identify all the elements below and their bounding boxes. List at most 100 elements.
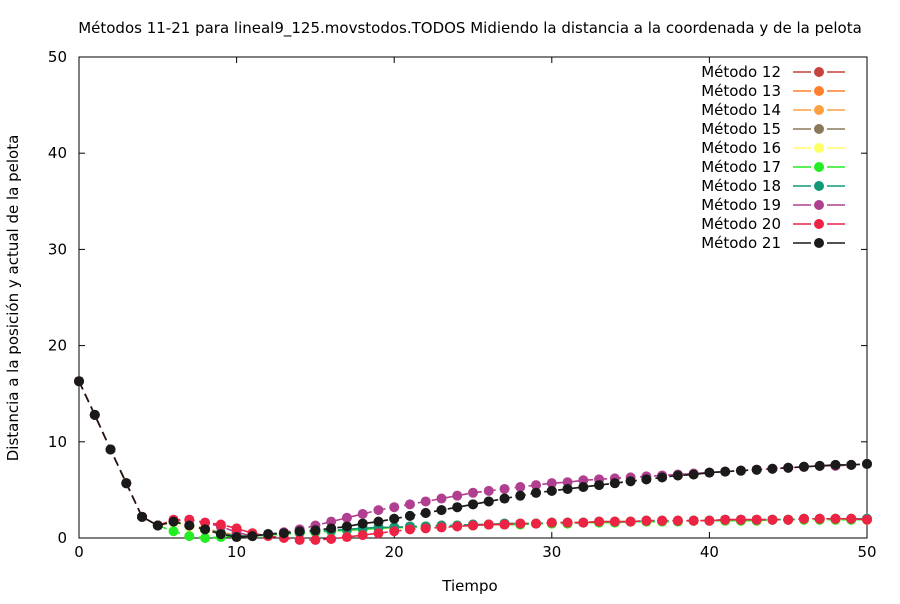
data-point — [830, 459, 841, 470]
legend-item: Método 20 — [701, 215, 845, 233]
data-point — [499, 483, 510, 494]
data-point — [294, 526, 305, 537]
y-tick-label: 20 — [48, 337, 67, 355]
data-point — [531, 487, 542, 498]
data-point — [657, 515, 668, 526]
legend-label: Método 20 — [701, 215, 781, 233]
legend-item: Método 13 — [701, 82, 845, 100]
data-point — [672, 515, 683, 526]
legend-swatch-marker — [814, 181, 824, 191]
legend-item: Método 17 — [701, 158, 845, 176]
data-point — [641, 474, 652, 485]
data-point — [247, 531, 258, 542]
data-point — [846, 459, 857, 470]
data-point — [578, 517, 589, 528]
data-point — [357, 518, 368, 529]
data-point — [404, 524, 415, 535]
data-point — [798, 461, 809, 472]
data-point — [578, 482, 589, 493]
data-point — [531, 480, 542, 491]
legend-item: Método 15 — [701, 120, 845, 138]
legend-swatch-marker — [814, 219, 824, 229]
series-line — [78, 380, 868, 537]
data-point — [531, 518, 542, 529]
legend-swatch-marker — [814, 67, 824, 77]
data-point — [483, 485, 494, 496]
x-axis-label: Tiempo — [441, 577, 497, 595]
series-8 — [74, 376, 872, 542]
data-point — [357, 508, 368, 519]
series-line — [78, 380, 867, 538]
data-point — [735, 514, 746, 525]
axis-ticks: 0 10 20 30 40 50 0 10 20 30 40 50 — [48, 48, 877, 561]
legend-swatch-marker — [814, 105, 824, 115]
data-point — [546, 485, 557, 496]
legend-item: Método 12 — [701, 63, 845, 81]
data-point — [814, 513, 825, 524]
legend-swatch-marker — [814, 86, 824, 96]
data-point — [436, 505, 447, 516]
legend-swatch-marker — [814, 124, 824, 134]
data-point — [373, 528, 384, 539]
series-10 — [74, 376, 872, 543]
data-point — [200, 524, 211, 535]
chart-title: Métodos 11-21 para lineal9_125.movstodos… — [78, 19, 862, 38]
data-point — [452, 521, 463, 532]
series-line — [78, 380, 868, 538]
data-point — [468, 487, 478, 498]
legend-label: Método 12 — [701, 63, 781, 81]
data-point — [594, 516, 605, 527]
data-point — [499, 493, 510, 504]
data-point — [294, 534, 305, 545]
data-point — [704, 515, 715, 526]
y-tick-label: 40 — [48, 144, 67, 162]
legend-label: Método 15 — [701, 120, 781, 138]
data-point — [89, 409, 100, 420]
x-tick-label: 20 — [385, 543, 404, 561]
data-point — [184, 520, 195, 531]
y-tick-label: 50 — [48, 48, 67, 66]
data-point — [862, 458, 872, 469]
y-tick-label: 30 — [48, 240, 67, 258]
data-point — [436, 522, 447, 533]
data-point — [231, 523, 242, 534]
x-tick-label: 30 — [542, 543, 561, 561]
data-point — [389, 526, 400, 537]
data-point — [546, 478, 557, 489]
data-point — [420, 523, 431, 534]
data-point — [373, 505, 384, 516]
legend-label: Método 16 — [701, 139, 781, 157]
plot-frame — [78, 56, 868, 539]
data-point — [326, 533, 337, 544]
data-point — [830, 513, 841, 524]
data-point — [436, 493, 447, 504]
data-point — [168, 516, 179, 527]
data-point — [137, 511, 148, 522]
data-point — [452, 502, 463, 513]
data-point — [184, 531, 195, 542]
data-point — [625, 476, 636, 487]
data-point — [515, 518, 526, 529]
series-line — [78, 380, 867, 537]
data-point — [468, 499, 478, 510]
data-point — [357, 530, 368, 541]
data-point — [310, 525, 321, 536]
data-point — [767, 463, 778, 474]
data-point — [452, 490, 463, 501]
data-point — [862, 514, 872, 525]
data-point — [215, 519, 226, 530]
data-point — [263, 529, 274, 540]
data-point — [310, 534, 321, 545]
data-point — [200, 533, 211, 543]
legend-label: Método 13 — [701, 82, 781, 100]
data-point — [420, 507, 431, 518]
data-point — [341, 532, 352, 543]
legend-item: Método 19 — [701, 196, 845, 214]
data-point — [499, 519, 510, 530]
legend-label: Método 17 — [701, 158, 781, 176]
legend-swatch-marker — [814, 200, 824, 210]
series-7 — [74, 376, 872, 542]
series-2 — [74, 376, 872, 543]
